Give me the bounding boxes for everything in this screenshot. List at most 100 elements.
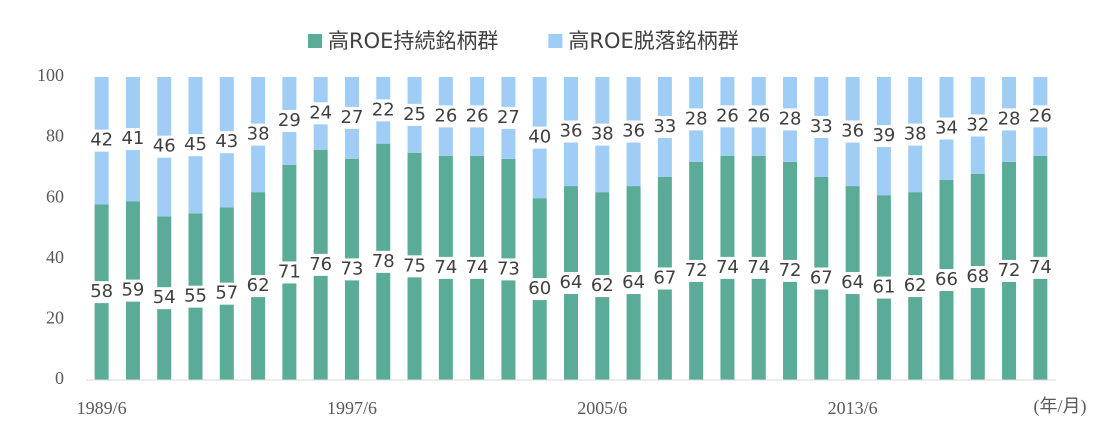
value-label: 40 [528, 127, 551, 148]
value-label: 61 [872, 277, 895, 298]
value-label: 32 [966, 114, 989, 135]
value-label: 29 [278, 110, 301, 131]
label-bg [1025, 256, 1056, 279]
value-label: 26 [434, 105, 457, 126]
label-bg [430, 256, 461, 279]
y-tick-label: 60 [46, 186, 64, 206]
label-bg [618, 272, 649, 295]
label-bg [587, 123, 618, 146]
label-bg [86, 281, 117, 304]
label-bg [305, 102, 336, 125]
value-label: 64 [560, 272, 583, 293]
value-label: 55 [184, 286, 207, 307]
legend-label: 高ROE脱落銘柄群 [568, 29, 738, 53]
value-label: 26 [1029, 105, 1052, 126]
label-bg [493, 258, 524, 281]
label-bg [681, 108, 712, 131]
value-label: 46 [153, 136, 176, 157]
value-label: 41 [121, 128, 144, 149]
label-bg [587, 275, 618, 298]
y-tick-label: 80 [46, 126, 64, 146]
value-label: 71 [278, 261, 301, 282]
label-bg [368, 99, 399, 122]
label-bg [211, 282, 242, 305]
x-tick-label: 1989/6 [77, 398, 127, 418]
y-tick-label: 0 [55, 368, 64, 388]
value-label: 76 [309, 254, 332, 275]
x-tick-label: 2013/6 [828, 398, 878, 418]
value-label: 45 [184, 134, 207, 155]
label-bg [86, 129, 117, 152]
label-bg [556, 120, 586, 143]
label-bg [149, 135, 180, 158]
value-label: 58 [90, 281, 113, 302]
label-bg [868, 276, 899, 299]
value-label: 25 [403, 104, 426, 125]
value-label: 36 [622, 121, 645, 142]
value-label: 74 [466, 257, 489, 278]
label-bg [274, 261, 305, 284]
value-label: 72 [998, 260, 1021, 281]
label-bg [336, 106, 367, 129]
value-label: 38 [247, 124, 270, 145]
value-label: 33 [653, 116, 676, 137]
label-bg [775, 259, 806, 282]
legend-swatch [308, 34, 322, 48]
label-bg [743, 256, 774, 279]
value-label: 26 [747, 105, 770, 126]
label-bg [211, 131, 242, 154]
value-label: 36 [841, 121, 864, 142]
label-bg [806, 115, 837, 138]
label-bg [399, 103, 430, 126]
label-bg [962, 265, 993, 288]
value-label: 73 [341, 258, 364, 279]
value-label: 68 [966, 266, 989, 287]
label-bg [775, 108, 806, 131]
value-label: 67 [653, 267, 676, 288]
label-bg [117, 128, 148, 151]
label-bg [994, 108, 1025, 131]
label-bg [462, 256, 493, 279]
value-label: 67 [810, 267, 833, 288]
label-bg [837, 120, 868, 143]
x-tick-label: 1997/6 [327, 398, 377, 418]
value-label: 64 [841, 272, 864, 293]
value-label: 28 [685, 108, 708, 129]
value-label: 38 [904, 124, 927, 145]
label-bg [962, 114, 993, 137]
value-label: 26 [716, 105, 739, 126]
value-label: 38 [591, 124, 614, 145]
label-bg [649, 115, 680, 138]
y-tick-label: 20 [46, 308, 64, 328]
label-bg [743, 105, 774, 128]
label-bg [806, 267, 837, 290]
label-bg [649, 267, 680, 290]
label-bg [931, 117, 962, 140]
value-label: 57 [215, 283, 238, 304]
value-label: 43 [215, 131, 238, 152]
label-bg [149, 287, 180, 310]
value-label: 74 [1029, 257, 1052, 278]
value-label: 42 [90, 130, 113, 151]
label-bg [462, 105, 493, 128]
label-bg [868, 125, 899, 148]
value-label: 72 [685, 260, 708, 281]
value-label: 74 [434, 257, 457, 278]
legend-swatch [548, 34, 563, 48]
value-label: 60 [528, 278, 551, 299]
label-bg [618, 120, 649, 143]
label-bg [430, 105, 461, 128]
value-label: 62 [904, 275, 927, 296]
label-bg [556, 272, 586, 295]
label-bg [524, 278, 555, 301]
label-bg [524, 126, 555, 149]
value-label: 62 [247, 275, 270, 296]
value-label: 33 [810, 116, 833, 137]
value-label: 28 [779, 108, 802, 129]
y-tick-label: 40 [46, 247, 64, 267]
value-label: 73 [497, 258, 520, 279]
y-tick-label: 100 [37, 65, 64, 85]
label-bg [1025, 105, 1056, 128]
x-axis-unit: (年/月) [1034, 396, 1087, 417]
label-bg [243, 123, 274, 146]
